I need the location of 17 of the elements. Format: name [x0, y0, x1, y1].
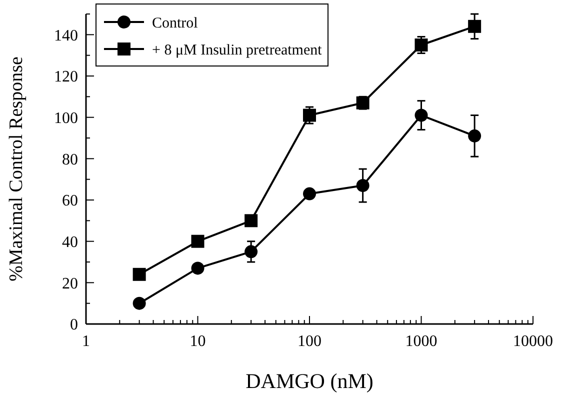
y-axis-title: %Maximal Control Response	[6, 56, 27, 282]
x-tick-label: 1000	[405, 333, 438, 350]
legend-label: Control	[152, 15, 198, 32]
y-tick-label: 40	[62, 234, 78, 251]
x-tick-label: 100	[298, 333, 322, 350]
x-tick-label: 10000	[513, 333, 553, 350]
y-tick-label: 140	[54, 27, 78, 44]
y-tick-label: 120	[54, 68, 78, 86]
y-tick-label: 0	[70, 316, 78, 334]
legend-label: + 8 μM Insulin pretreatment	[152, 42, 323, 58]
y-tick-label: 60	[62, 192, 78, 210]
x-axis-title: DAMGO (nM)	[246, 369, 374, 393]
y-tick-label: 100	[54, 110, 78, 127]
x-tick-label: 10	[190, 333, 206, 350]
y-tick-label: 80	[62, 151, 78, 168]
x-tick-label: 1	[82, 333, 90, 350]
y-tick-label: 20	[62, 275, 78, 292]
